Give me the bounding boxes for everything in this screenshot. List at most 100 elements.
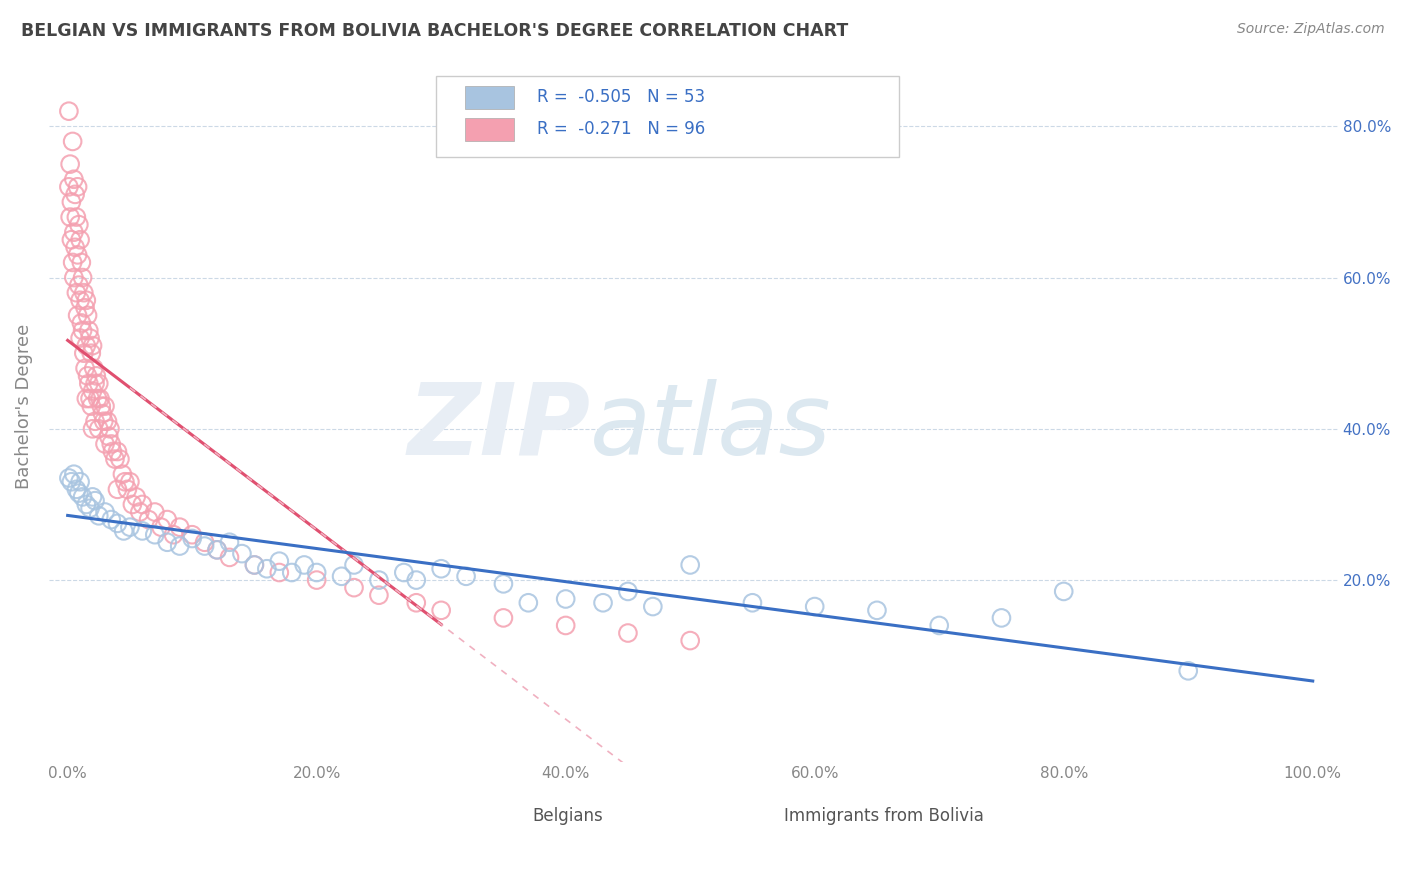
Point (94, 437, 117, 451)
Point (62, 135, 84, 149)
Point (87, 422, 110, 436)
Point (128, 505, 150, 519)
Point (256, 562, 278, 576)
Point (59, 210, 82, 224)
Point (679, 633, 702, 648)
Point (90, 399, 112, 413)
Point (63, 172, 86, 186)
Point (990, 611, 1012, 625)
Point (70, 255, 93, 269)
Point (66, 179, 89, 194)
Point (305, 566, 328, 580)
Point (75, 392, 97, 406)
Point (100, 512, 122, 526)
Text: Source: ZipAtlas.com: Source: ZipAtlas.com (1237, 22, 1385, 37)
Text: Belgians: Belgians (533, 807, 603, 825)
Point (77, 376, 100, 391)
Point (63, 270, 86, 285)
Point (343, 581, 366, 595)
Text: R =  -0.271   N = 96: R = -0.271 N = 96 (537, 120, 706, 138)
Point (104, 452, 127, 467)
Point (67, 486, 90, 500)
Point (131, 498, 153, 512)
Point (554, 592, 576, 607)
Point (405, 596, 427, 610)
Point (492, 611, 515, 625)
Point (143, 505, 166, 519)
Point (108, 452, 131, 467)
Point (617, 584, 640, 599)
Point (69, 475, 91, 489)
Point (69, 331, 91, 345)
Point (58, 104, 80, 119)
Point (114, 475, 136, 489)
Point (63, 240, 86, 254)
Point (67, 278, 90, 293)
Point (156, 512, 179, 526)
Point (169, 539, 191, 553)
Point (343, 558, 366, 572)
Point (330, 569, 353, 583)
Point (84, 414, 107, 428)
Point (803, 599, 825, 614)
Point (169, 520, 191, 534)
Point (89, 392, 111, 406)
Text: atlas: atlas (591, 379, 832, 476)
Point (131, 524, 153, 538)
Point (231, 547, 253, 561)
Point (517, 596, 540, 610)
Point (368, 573, 391, 587)
Point (269, 566, 291, 580)
Point (162, 527, 184, 541)
Point (928, 618, 950, 632)
Point (87, 508, 110, 523)
Point (63, 467, 86, 482)
Point (111, 467, 134, 482)
Point (269, 554, 291, 568)
Point (94, 505, 117, 519)
Point (181, 532, 204, 546)
Point (617, 626, 640, 640)
Point (98, 422, 121, 436)
Text: BELGIAN VS IMMIGRANTS FROM BOLIVIA BACHELOR'S DEGREE CORRELATION CHART: BELGIAN VS IMMIGRANTS FROM BOLIVIA BACHE… (21, 22, 848, 40)
Point (82, 338, 104, 352)
Point (79, 331, 101, 345)
Point (87, 376, 110, 391)
Point (118, 475, 141, 489)
Point (79, 501, 101, 516)
FancyBboxPatch shape (468, 806, 517, 826)
Point (150, 520, 173, 534)
Point (107, 483, 129, 497)
Point (554, 618, 576, 632)
Text: R =  -0.505   N = 53: R = -0.505 N = 53 (537, 88, 706, 106)
Point (205, 542, 228, 557)
Point (121, 498, 143, 512)
Point (75, 361, 97, 376)
Point (72, 270, 94, 285)
Point (67, 218, 90, 232)
Point (117, 483, 139, 497)
Point (80, 399, 103, 413)
Point (83, 361, 105, 376)
Point (63, 225, 86, 239)
Point (82, 490, 104, 504)
Point (91, 407, 114, 421)
Point (75, 498, 97, 512)
Point (430, 562, 453, 576)
Text: Immigrants from Bolivia: Immigrants from Bolivia (783, 807, 983, 825)
Point (1053, 584, 1076, 599)
Point (405, 573, 427, 587)
Point (60, 194, 83, 209)
Point (181, 527, 204, 541)
Point (86, 392, 108, 406)
Point (679, 558, 702, 572)
Point (62, 255, 84, 269)
Point (96, 414, 118, 428)
Point (75, 301, 97, 315)
Y-axis label: Bachelor's Degree: Bachelor's Degree (15, 324, 32, 489)
Point (58, 179, 80, 194)
Point (368, 588, 391, 602)
Point (143, 527, 166, 541)
Point (69, 233, 91, 247)
Point (65, 483, 87, 497)
